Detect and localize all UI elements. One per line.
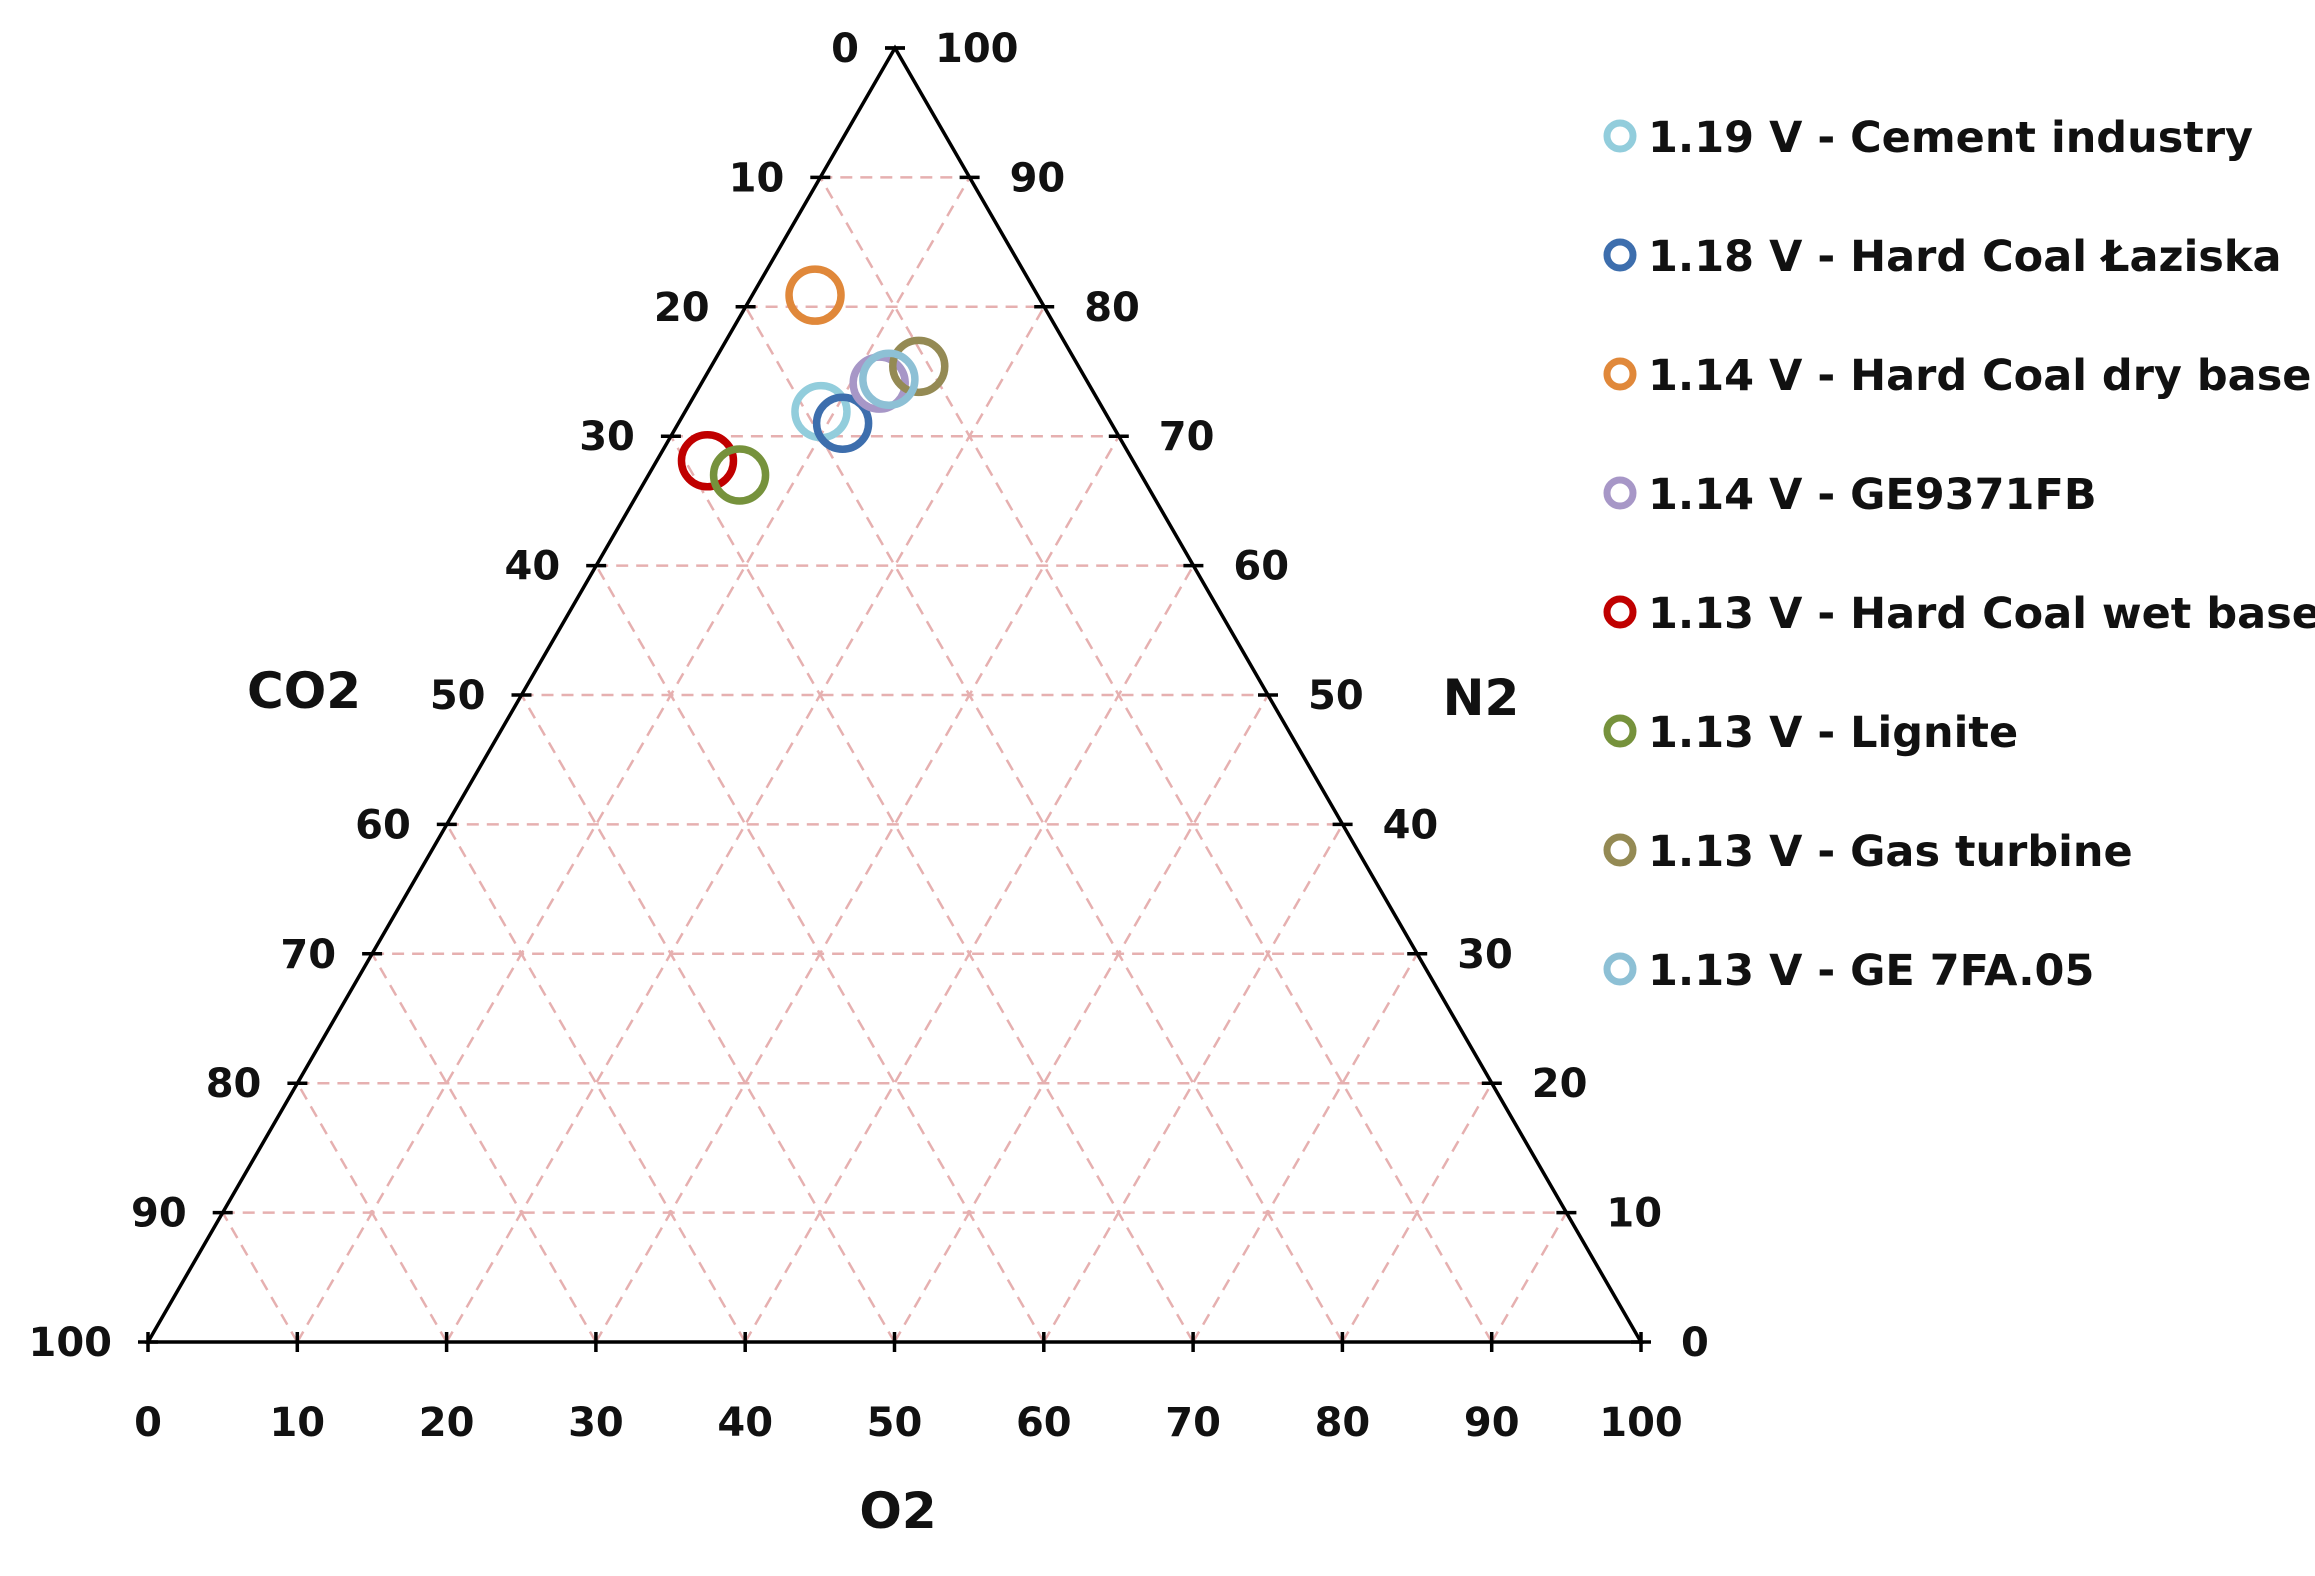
gridline-co2 xyxy=(520,694,896,1343)
legend-marker xyxy=(1603,357,1637,391)
legend-label: 1.18 V - Hard Coal Łaziska xyxy=(1648,232,2282,282)
data-point xyxy=(677,431,738,491)
tick-label-right: 10 xyxy=(1606,1191,1662,1237)
tick-label-left: 100 xyxy=(29,1320,113,1366)
tick-label-right: 90 xyxy=(1010,155,1066,201)
gridline-co2 xyxy=(819,176,1493,1343)
tick-label-bottom: 0 xyxy=(134,1400,162,1446)
legend-marker xyxy=(1603,952,1637,986)
tick-label-bottom: 80 xyxy=(1315,1400,1371,1446)
gridline-o2 xyxy=(1192,953,1419,1343)
tick-label-left: 30 xyxy=(579,414,635,460)
gridline-o2 xyxy=(893,694,1270,1343)
gridline-o2 xyxy=(594,435,1120,1343)
axis-title-o2: O2 xyxy=(859,1482,936,1540)
legend-label: 1.14 V - Hard Coal dry base xyxy=(1648,351,2311,401)
gridline-co2 xyxy=(669,435,1195,1343)
tick-label-right: 30 xyxy=(1457,932,1513,978)
data-points xyxy=(677,265,949,505)
gridline-o2 xyxy=(1341,1082,1493,1343)
legend-item: 1.14 V - GE9371FB xyxy=(1603,470,2097,520)
tick-label-right: 0 xyxy=(1681,1320,1709,1366)
legend-item: 1.13 V - Lignite xyxy=(1603,708,2018,758)
legend-item: 1.13 V - Hard Coal wet base xyxy=(1603,589,2315,639)
tick-label-left: 40 xyxy=(505,544,561,590)
gridline-o2 xyxy=(296,176,971,1343)
legend-label: 1.19 V - Cement industry xyxy=(1648,113,2253,163)
gridline-co2 xyxy=(221,1211,299,1343)
legend-marker xyxy=(1603,238,1637,272)
tick-label-left: 0 xyxy=(831,26,859,72)
tick-label-bottom: 40 xyxy=(717,1400,773,1446)
legend-marker xyxy=(1603,119,1637,153)
legend-label: 1.13 V - Gas turbine xyxy=(1648,827,2133,877)
tick-label-bottom: 20 xyxy=(419,1400,475,1446)
legend-label: 1.13 V - GE 7FA.05 xyxy=(1648,946,2094,996)
tick-label-right: 50 xyxy=(1308,673,1364,719)
tick-label-left: 70 xyxy=(280,932,336,978)
legend-marker xyxy=(1603,595,1637,629)
legend-label: 1.13 V - Hard Coal wet base xyxy=(1648,589,2315,639)
tick-label-bottom: 100 xyxy=(1599,1400,1683,1446)
legend-item: 1.18 V - Hard Coal Łaziska xyxy=(1603,232,2282,282)
legend-item: 1.19 V - Cement industry xyxy=(1603,113,2253,163)
tick-label-left: 10 xyxy=(729,155,785,201)
axis-title-n2: N2 xyxy=(1443,669,1520,727)
tick-label-bottom: 70 xyxy=(1165,1400,1221,1446)
data-point xyxy=(889,336,949,397)
legend-item: 1.13 V - Gas turbine xyxy=(1603,827,2133,877)
tick-label-bottom: 30 xyxy=(568,1400,624,1446)
tick-label-left: 50 xyxy=(430,673,486,719)
axis-title-co2: CO2 xyxy=(247,662,361,720)
triangle-frame xyxy=(144,44,1645,1344)
tick-label-right: 80 xyxy=(1084,285,1140,331)
data-point xyxy=(859,349,919,410)
legend-label: 1.13 V - Lignite xyxy=(1648,708,2018,758)
tick-label-right: 40 xyxy=(1383,802,1439,848)
tick-label-bottom: 50 xyxy=(867,1400,923,1446)
tick-label-left: 20 xyxy=(654,285,710,331)
legend-item: 1.13 V - GE 7FA.05 xyxy=(1603,946,2094,996)
tick-label-left: 90 xyxy=(131,1191,187,1237)
legend-label: 1.14 V - GE9371FB xyxy=(1648,470,2097,520)
gridline-co2 xyxy=(296,1082,448,1343)
tick-label-bottom: 10 xyxy=(269,1400,325,1446)
tick-label-bottom: 90 xyxy=(1464,1400,1520,1446)
data-point xyxy=(812,393,873,454)
tick-label-left: 60 xyxy=(355,802,411,848)
tick-label-right: 100 xyxy=(935,26,1019,72)
gridline-o2 xyxy=(1490,1211,1568,1343)
data-point xyxy=(709,445,770,505)
tick-label-left: 80 xyxy=(206,1061,262,1107)
legend-item: 1.14 V - Hard Coal dry base xyxy=(1603,351,2311,401)
triangle-outline xyxy=(144,44,1645,1344)
legend-marker xyxy=(1603,714,1637,748)
data-point xyxy=(785,265,845,325)
legend-marker xyxy=(1603,476,1637,510)
tick-label-right: 60 xyxy=(1233,544,1289,590)
gridline-co2 xyxy=(371,953,597,1343)
tick-label-right: 70 xyxy=(1159,414,1215,460)
tick-label-bottom: 60 xyxy=(1016,1400,1072,1446)
legend-marker xyxy=(1603,833,1637,867)
legend: 1.19 V - Cement industry 1.18 V - Hard Co… xyxy=(1603,113,2315,996)
tick-label-right: 20 xyxy=(1532,1061,1588,1107)
